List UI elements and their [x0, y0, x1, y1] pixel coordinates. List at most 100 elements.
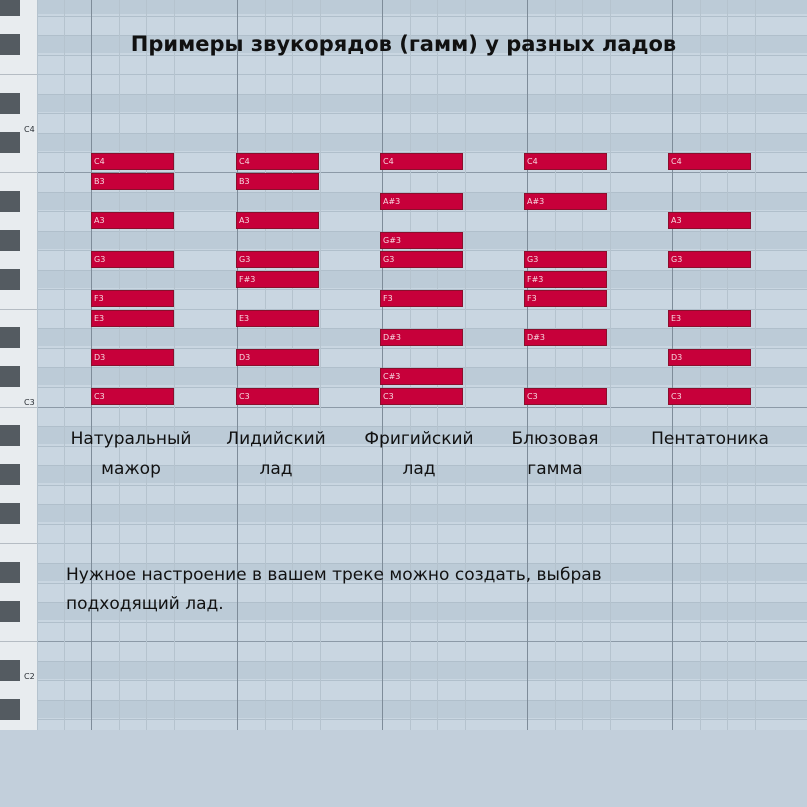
midi-note[interactable]: C4 [380, 153, 463, 170]
row-line [37, 504, 807, 506]
midi-note[interactable]: C4 [524, 153, 607, 170]
black-key[interactable] [0, 327, 20, 349]
row-line [37, 347, 807, 349]
page-title: Примеры звукорядов (гамм) у разных ладов [130, 32, 677, 56]
black-key[interactable] [0, 34, 20, 56]
midi-note[interactable]: A#3 [524, 193, 607, 210]
row-line [37, 132, 807, 134]
midi-note[interactable]: C4 [236, 153, 319, 170]
row-line [37, 74, 807, 76]
black-key[interactable] [0, 659, 20, 681]
midi-note[interactable]: C3 [236, 388, 319, 405]
midi-note[interactable]: F3 [380, 290, 463, 307]
row-line [37, 543, 807, 545]
octave-label-c4: C4 [24, 125, 35, 134]
black-key[interactable] [0, 601, 20, 623]
midi-note[interactable]: A3 [91, 212, 174, 229]
white-key-separator [0, 641, 37, 643]
black-key[interactable] [0, 464, 20, 486]
midi-note[interactable]: B3 [236, 173, 319, 190]
row-line [37, 289, 807, 291]
midi-note[interactable]: D3 [91, 349, 174, 366]
black-key[interactable] [0, 698, 20, 720]
black-key-row [37, 699, 807, 718]
row-line [37, 699, 807, 701]
black-key-row [37, 426, 807, 445]
midi-note[interactable]: F#3 [236, 271, 319, 288]
row-line [37, 328, 807, 330]
black-key[interactable] [0, 131, 20, 153]
row-line [37, 562, 807, 564]
beat-line [464, 0, 466, 730]
black-key-row [37, 504, 807, 523]
black-key[interactable] [0, 190, 20, 212]
midi-note[interactable]: C#3 [380, 368, 463, 385]
row-line [37, 484, 807, 486]
midi-note[interactable]: F3 [524, 290, 607, 307]
midi-note[interactable]: E3 [91, 310, 174, 327]
midi-note[interactable]: A#3 [380, 193, 463, 210]
midi-note[interactable]: B3 [91, 173, 174, 190]
scale-label-line1: Пентатоника [651, 429, 769, 449]
black-key-row [37, 562, 807, 581]
midi-note[interactable]: F3 [91, 290, 174, 307]
row-line [37, 113, 807, 115]
row-line [37, 367, 807, 369]
octave-label-c3: C3 [24, 398, 35, 407]
scale-label-pentatonic: Пентатоника [640, 424, 780, 454]
black-key[interactable] [0, 268, 20, 290]
midi-note[interactable]: C3 [668, 388, 751, 405]
black-key[interactable] [0, 229, 20, 251]
midi-note[interactable]: D3 [668, 349, 751, 366]
midi-note[interactable]: G3 [668, 251, 751, 268]
midi-note[interactable]: C4 [91, 153, 174, 170]
row-line [37, 406, 807, 408]
row-line [37, 719, 807, 721]
midi-note[interactable]: C3 [380, 388, 463, 405]
beat-line [582, 0, 583, 730]
row-line [37, 445, 807, 447]
black-key-row [37, 602, 807, 621]
row-line [37, 152, 807, 154]
midi-note[interactable]: C4 [668, 153, 751, 170]
black-key[interactable] [0, 366, 20, 388]
black-key[interactable] [0, 425, 20, 447]
beat-line [609, 0, 611, 730]
piano-keyboard[interactable]: C4 C3 C2 [0, 0, 38, 730]
midi-note[interactable]: E3 [668, 310, 751, 327]
midi-note[interactable]: G3 [524, 251, 607, 268]
beat-line [319, 0, 321, 730]
midi-note[interactable]: C3 [91, 388, 174, 405]
bar-line [382, 0, 383, 730]
midi-note[interactable]: C3 [524, 388, 607, 405]
midi-note[interactable]: D#3 [524, 329, 607, 346]
row-line [37, 641, 807, 643]
midi-note[interactable]: E3 [236, 310, 319, 327]
white-key-separator [0, 308, 37, 310]
empty-area [0, 730, 807, 807]
midi-note[interactable]: D3 [236, 349, 319, 366]
row-line [37, 269, 807, 271]
black-key[interactable] [0, 92, 20, 114]
midi-note[interactable]: G3 [380, 251, 463, 268]
row-line [37, 387, 807, 388]
midi-note[interactable]: G3 [236, 251, 319, 268]
midi-note[interactable]: G#3 [380, 232, 463, 249]
midi-note[interactable]: G3 [91, 251, 174, 268]
black-key[interactable] [0, 561, 20, 583]
scale-label-line1: Фригийский [364, 429, 474, 449]
midi-note[interactable]: A3 [668, 212, 751, 229]
black-key[interactable] [0, 503, 20, 525]
scale-label-natural-major: Натуральный мажор [61, 424, 201, 484]
scale-label-lydian: Лидийский лад [206, 424, 346, 484]
black-key[interactable] [0, 0, 20, 16]
white-key-separator [0, 406, 37, 408]
black-key-row [37, 269, 807, 288]
midi-note[interactable]: F#3 [524, 271, 607, 288]
beat-line [437, 0, 438, 730]
scale-label-blues: Блюзовая гамма [485, 424, 625, 484]
row-line [37, 171, 807, 173]
midi-note[interactable]: A3 [236, 212, 319, 229]
black-key-row [37, 132, 807, 151]
midi-note[interactable]: D#3 [380, 329, 463, 346]
